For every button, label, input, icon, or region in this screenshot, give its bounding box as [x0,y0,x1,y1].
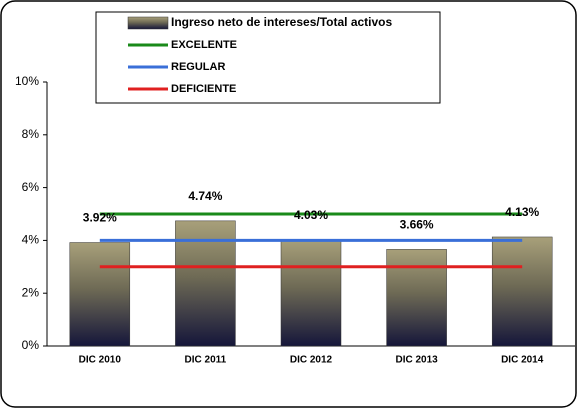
bar [280,239,342,347]
y-tick-label: 8% [22,127,40,141]
data-label: 3.66% [400,218,434,232]
x-tick-label: DIC 2014 [501,355,544,366]
y-tick-label: 10% [15,74,39,88]
data-label: 3.92% [83,211,117,225]
data-label: 4.03% [294,208,328,222]
y-tick-label: 0% [22,338,40,352]
legend-label: DEFICIENTE [171,83,236,95]
x-tick-label: DIC 2013 [395,355,438,366]
bar [386,249,447,347]
bar [491,236,553,347]
x-tick-label: DIC 2011 [185,355,227,366]
y-tick-label: 2% [22,285,40,299]
x-tick-label: DIC 2010 [79,355,122,366]
legend-label: Ingreso neto de intereses/Total activos [171,15,393,29]
bar [69,242,131,347]
y-tick-label: 4% [22,233,40,247]
legend-swatch [127,16,169,30]
y-tick-label: 6% [22,180,40,194]
x-tick-label: DIC 2012 [290,355,333,366]
data-label: 4.13% [505,205,539,219]
legend-label: EXCELENTE [171,39,237,51]
legend-label: REGULAR [171,61,225,73]
data-label: 4.74% [188,189,222,203]
